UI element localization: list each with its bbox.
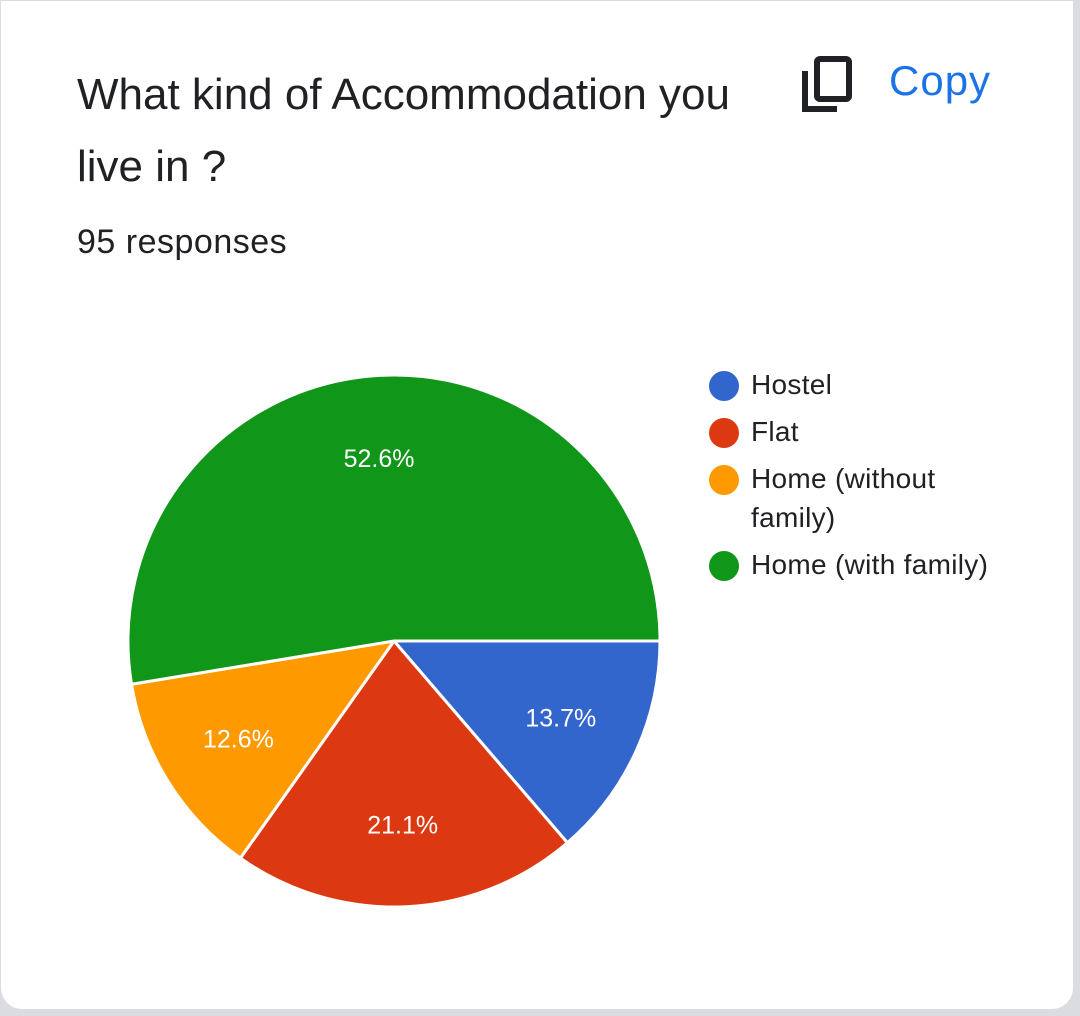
legend-swatch	[709, 418, 739, 448]
legend-label: Hostel	[751, 369, 833, 400]
legend-item-home-without-family[interactable]: Home (without family)	[707, 459, 1007, 537]
chart-legend: Hostel Flat Home (without family) Home (wit…	[707, 365, 1007, 592]
slice-label-hostel: 13.7%	[525, 705, 596, 733]
legend-label: Home (with family)	[751, 549, 989, 580]
slice-label-flat: 21.1%	[367, 811, 438, 839]
pie-slice-home-without-family[interactable]	[129, 638, 398, 861]
legend-swatch	[709, 551, 739, 581]
slice-label-home-without-family: 12.6%	[203, 725, 274, 753]
slice-label-home-with-family: 52.6%	[344, 445, 415, 473]
response-count: 95 responses	[77, 223, 288, 261]
copy-label: Copy	[889, 57, 992, 104]
copy-icon	[802, 56, 852, 112]
legend-label: Flat	[751, 416, 799, 447]
legend-swatch	[709, 465, 739, 495]
question-title: What kind of Accommodation you live in ?	[77, 70, 730, 191]
legend-item-flat[interactable]: Flat	[707, 412, 1007, 451]
legend-label: Home (without family)	[751, 463, 936, 533]
copy-button[interactable]: Copy	[791, 49, 1011, 119]
pie-slice-home-with-family[interactable]	[126, 373, 662, 686]
legend-swatch	[709, 371, 739, 401]
pie-slice-flat[interactable]	[238, 638, 570, 909]
legend-item-hostel[interactable]: Hostel	[707, 365, 1007, 404]
pie-slice-hostel[interactable]	[390, 639, 662, 845]
legend-item-home-with-family[interactable]: Home (with family)	[707, 545, 1007, 584]
